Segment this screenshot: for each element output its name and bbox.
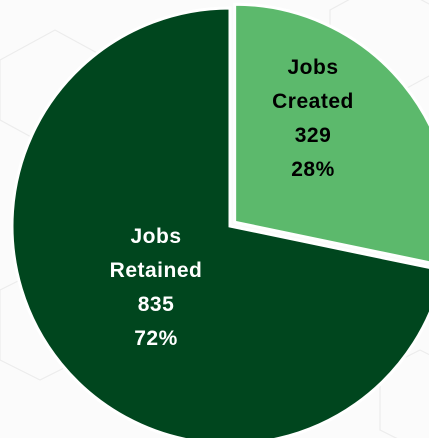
pie-slice-jobs-retained: [10, 6, 429, 438]
pie-slice-jobs-created: [233, 2, 429, 265]
slice-label-line: Retained: [110, 259, 203, 282]
slice-label-line: Jobs: [130, 225, 181, 248]
slice-percent-label: 28%: [291, 158, 335, 181]
slice-value-label: 835: [138, 293, 175, 316]
slice-value-label: 329: [295, 124, 332, 147]
slice-label-jobs-retained: Jobs Retained 835 72%: [110, 225, 203, 350]
slice-percent-label: 72%: [134, 327, 178, 350]
slice-label-jobs-created: Jobs Created 329 28%: [272, 56, 354, 181]
slice-label-line: Created: [272, 90, 354, 113]
background-hexagon: [379, 349, 429, 438]
pie-labels: Jobs Created 329 28% Jobs Retained 835 72%: [110, 56, 354, 350]
slice-label-line: Jobs: [287, 56, 338, 79]
pie-slices: [10, 2, 429, 438]
